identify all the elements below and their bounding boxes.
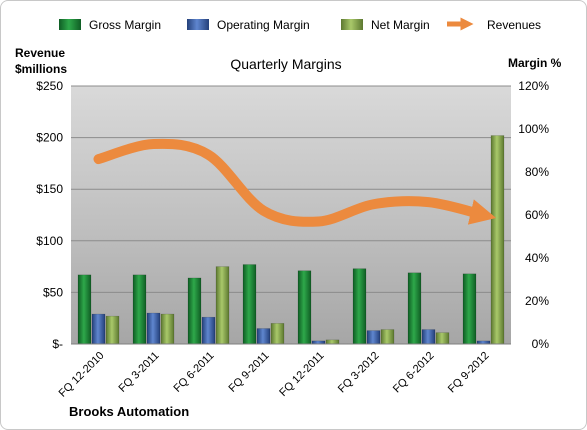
legend-swatch-operating-margin: [187, 19, 209, 30]
legend-swatch-net-margin: [341, 19, 363, 30]
chart-title: Quarterly Margins: [230, 56, 341, 72]
legend-label-operating-margin: Operating Margin: [217, 18, 310, 32]
x-tick-label: FQ 9-2012: [446, 350, 492, 396]
legend-item-gross-margin: Gross Margin: [59, 18, 161, 32]
legend-label-gross-margin: Gross Margin: [89, 18, 161, 32]
bar-operating-margin: [91, 313, 106, 345]
right-tick-label: 120%: [518, 79, 549, 93]
bar-net-margin: [105, 315, 120, 345]
bar-net-margin: [380, 329, 395, 345]
left-axis-label-line1: Revenue: [15, 46, 65, 60]
bar-operating-margin: [421, 329, 436, 345]
right-tick-label: 60%: [525, 208, 549, 222]
revenues-line-series: [93, 138, 497, 227]
bar-gross-margin: [132, 274, 147, 345]
right-axis-label: Margin %: [508, 56, 562, 70]
x-tick-label: FQ 3-2012: [336, 350, 382, 396]
legend-item-net-margin: Net Margin: [341, 18, 430, 32]
bar-net-margin: [490, 135, 505, 345]
left-tick-label: $250: [36, 79, 63, 93]
left-axis-label-line2: $millions: [15, 62, 67, 76]
legend-item-revenues: Revenues: [447, 17, 541, 32]
bar-operating-margin: [201, 316, 216, 345]
bar-gross-margin: [462, 273, 477, 345]
revenues-arrow-line: [93, 138, 497, 227]
left-tick-label: $50: [43, 285, 63, 299]
legend-swatch-gross-margin: [59, 19, 81, 30]
bar-net-margin: [270, 323, 285, 345]
x-tick-label: FQ 3-2011: [117, 350, 162, 395]
bar-net-margin: [435, 332, 450, 345]
bar-net-margin: [160, 313, 175, 345]
bar-net-margin: [215, 266, 230, 345]
legend: Gross Margin Operating Margin Net Margin…: [59, 17, 541, 32]
left-axis: $- $50 $100 $150 $200 $250: [36, 79, 63, 351]
bar-gross-margin: [242, 264, 257, 345]
x-tick-label: FQ 12-2010: [57, 350, 107, 400]
x-tick-label: FQ 6-2011: [172, 350, 217, 395]
right-tick-label: 80%: [525, 165, 549, 179]
bar-gross-margin: [297, 270, 312, 345]
left-tick-label: $200: [36, 131, 63, 145]
right-tick-label: 40%: [525, 251, 549, 265]
bar-gross-margin: [352, 268, 367, 345]
left-tick-label: $100: [36, 234, 63, 248]
x-tick-label: FQ 12-2011: [277, 350, 326, 399]
right-tick-label: 100%: [518, 122, 549, 136]
x-tick-label: FQ 9-2011: [227, 350, 272, 395]
bar-net-margin: [325, 339, 340, 345]
right-tick-label: 20%: [525, 294, 549, 308]
left-tick-label: $-: [52, 337, 63, 351]
bar-operating-margin: [146, 312, 161, 345]
bar-gross-margin: [187, 277, 202, 345]
bar-gross-margin: [77, 274, 92, 345]
right-axis: 0% 20% 40% 60% 80% 100% 120%: [518, 79, 549, 351]
company-label: Brooks Automation: [69, 404, 189, 419]
x-axis: FQ 12-2010 FQ 3-2011 FQ 6-2011 FQ 9-2011 FQ …: [57, 350, 492, 400]
left-tick-label: $150: [36, 182, 63, 196]
right-tick-label: 0%: [532, 337, 550, 351]
bar-gross-margin: [407, 272, 422, 345]
bar-operating-margin: [256, 328, 271, 345]
x-tick-label: FQ 6-2012: [391, 350, 437, 396]
legend-item-operating-margin: Operating Margin: [187, 18, 310, 32]
bar-operating-margin: [366, 330, 381, 345]
legend-label-revenues: Revenues: [487, 18, 541, 32]
legend-label-net-margin: Net Margin: [371, 18, 430, 32]
